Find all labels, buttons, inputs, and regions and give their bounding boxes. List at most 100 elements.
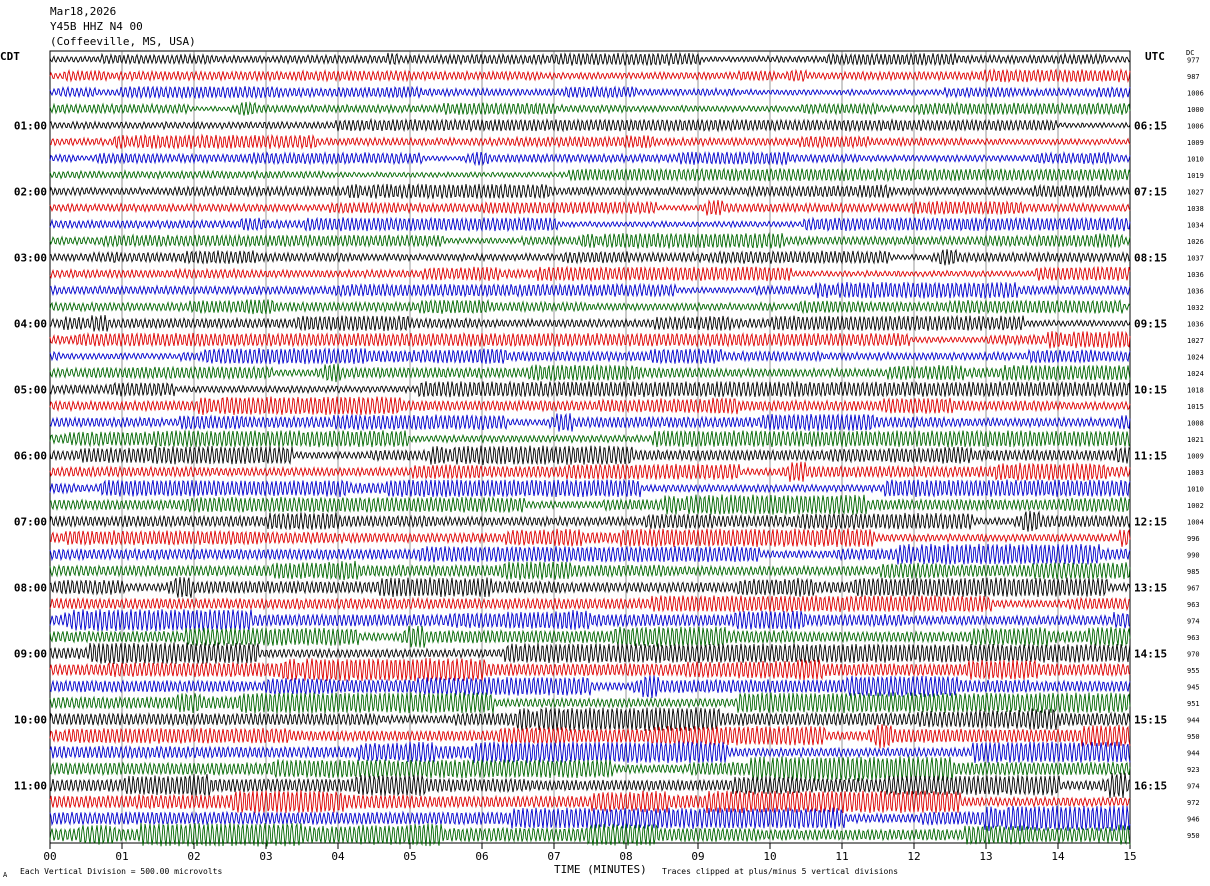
- dc-value: 946: [1187, 815, 1200, 823]
- dc-value: 1034: [1187, 221, 1204, 229]
- seismic-trace: [49, 772, 1131, 799]
- left-time-label: 07:00: [14, 515, 47, 528]
- x-tick-label: 11: [835, 850, 848, 863]
- seismic-trace: [49, 577, 1131, 598]
- right-timezone-label: UTC: [1145, 50, 1165, 63]
- x-tick-label: 15: [1123, 850, 1136, 863]
- seismic-trace: [49, 150, 1131, 167]
- dc-value: 985: [1187, 568, 1200, 576]
- dc-value: 990: [1187, 551, 1200, 559]
- seismic-trace: [49, 67, 1131, 84]
- seismic-trace: [49, 117, 1131, 133]
- seismic-trace: [49, 543, 1131, 565]
- seismic-trace: [49, 609, 1131, 632]
- left-time-label: 11:00: [14, 779, 47, 792]
- dc-value: 967: [1187, 584, 1200, 592]
- dc-value: 974: [1187, 782, 1200, 790]
- dc-value: 955: [1187, 667, 1200, 675]
- dc-value: 1038: [1187, 205, 1204, 213]
- dc-value: 1019: [1187, 172, 1204, 180]
- seismic-trace: [49, 822, 1131, 847]
- x-tick-label: 08: [619, 850, 632, 863]
- dc-value: 945: [1187, 683, 1200, 691]
- clip-note: Traces clipped at plus/minus 5 vertical …: [662, 867, 899, 876]
- x-tick-label: 14: [1051, 850, 1065, 863]
- seismic-trace: [49, 594, 1131, 614]
- seismic-trace: [49, 478, 1131, 498]
- seismic-trace: [49, 396, 1131, 416]
- dc-value: 1009: [1187, 452, 1204, 460]
- scale-note: Each Vertical Division = 500.00 microvol…: [20, 867, 223, 876]
- dc-value: 950: [1187, 733, 1200, 741]
- seismic-trace: [49, 363, 1131, 383]
- dc-value: 1027: [1187, 188, 1204, 196]
- right-time-label: 12:15: [1134, 515, 1167, 528]
- left-time-label: 04:00: [14, 317, 47, 330]
- left-time-label: 10:00: [14, 713, 47, 726]
- x-tick-label: 00: [43, 850, 56, 863]
- left-timezone-label: CDT: [0, 50, 20, 63]
- dc-value: 1015: [1187, 403, 1204, 411]
- dc-value: 944: [1187, 716, 1200, 724]
- right-time-label: 09:15: [1134, 317, 1167, 330]
- dc-value: 1004: [1187, 518, 1204, 526]
- dc-value: 1032: [1187, 304, 1204, 312]
- x-tick-label: 05: [403, 850, 416, 863]
- dc-value: 1036: [1187, 287, 1204, 295]
- seismic-trace: [49, 101, 1131, 116]
- seismic-trace: [49, 281, 1131, 300]
- dc-value: 972: [1187, 799, 1200, 807]
- dc-value: 1018: [1187, 386, 1204, 394]
- seismic-trace: [49, 265, 1131, 282]
- dc-value: 977: [1187, 56, 1200, 64]
- x-tick-label: 01: [115, 850, 128, 863]
- left-time-label: 05:00: [14, 383, 47, 396]
- x-tick-label: 09: [691, 850, 704, 863]
- seismic-trace: [49, 510, 1131, 532]
- right-time-label: 06:15: [1134, 119, 1167, 132]
- dc-value: 963: [1187, 634, 1200, 642]
- left-time-label: 03:00: [14, 251, 47, 264]
- header-location: (Coffeeville, MS, USA): [50, 35, 196, 48]
- dc-value: 1026: [1187, 238, 1204, 246]
- dc-value: 944: [1187, 749, 1200, 757]
- left-time-label: 02:00: [14, 185, 47, 198]
- seismic-trace: [49, 166, 1131, 183]
- dc-value: 974: [1187, 617, 1200, 625]
- dc-value: 1037: [1187, 254, 1204, 262]
- right-time-label: 15:15: [1134, 713, 1167, 726]
- seismic-trace: [49, 331, 1131, 349]
- x-tick-label: 10: [763, 850, 776, 863]
- dc-value: 1021: [1187, 436, 1204, 444]
- x-tick-label: 06: [475, 850, 488, 863]
- seismic-trace: [49, 314, 1131, 332]
- seismic-trace: [49, 248, 1131, 266]
- x-tick-label: 12: [907, 850, 920, 863]
- plot-frame: [49, 50, 1131, 844]
- seismic-trace: [49, 528, 1131, 548]
- seismic-trace: [49, 183, 1131, 200]
- seismic-trace: [49, 625, 1131, 648]
- scale-mark: A: [3, 871, 8, 879]
- dc-value: 1010: [1187, 155, 1204, 163]
- seismic-trace: [49, 707, 1131, 732]
- dc-value: 1008: [1187, 419, 1204, 427]
- right-time-label: 11:15: [1134, 449, 1167, 462]
- seismic-trace: [49, 85, 1131, 100]
- seismic-trace: [49, 658, 1131, 682]
- dc-value: 1003: [1187, 469, 1204, 477]
- header-date: Mar18,2026: [50, 5, 117, 18]
- left-time-label: 01:00: [14, 119, 47, 132]
- x-tick-label: 02: [187, 850, 200, 863]
- seismic-trace: [49, 298, 1131, 315]
- dc-value: 1000: [1187, 106, 1204, 114]
- dc-value: 963: [1187, 601, 1200, 609]
- right-time-label: 07:15: [1134, 185, 1167, 198]
- right-time-label: 08:15: [1134, 251, 1167, 264]
- left-time-label: 08:00: [14, 581, 47, 594]
- x-tick-label: 04: [331, 850, 345, 863]
- seismic-trace: [49, 51, 1131, 67]
- seismic-trace: [49, 133, 1131, 150]
- dc-value: 1009: [1187, 139, 1204, 147]
